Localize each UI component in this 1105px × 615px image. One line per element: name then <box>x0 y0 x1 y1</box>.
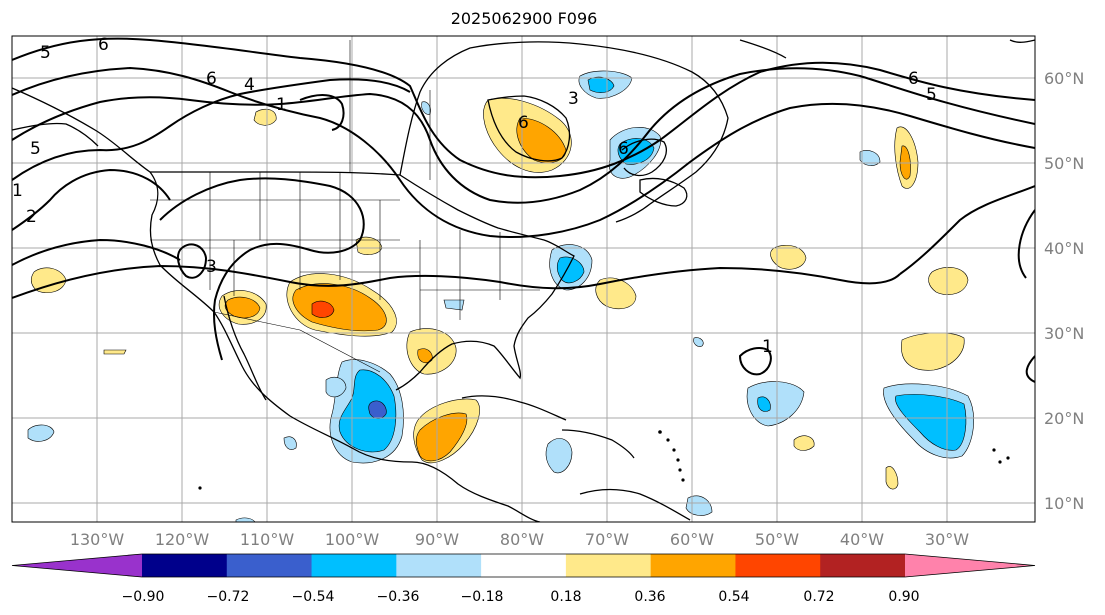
anomaly-patch <box>30 267 67 293</box>
longitude-labels: 130°W 120°W 110°W 100°W 90°W 80°W 70°W 6… <box>70 530 969 549</box>
anomaly-patch <box>928 267 969 295</box>
anomaly-patch <box>253 108 277 126</box>
colorbar-outline <box>11 553 1036 578</box>
contour-label: 2 <box>26 207 37 227</box>
anomaly-patch <box>556 256 585 284</box>
contour-label: 5 <box>30 139 41 159</box>
colorbar-tick-label: 0.90 <box>888 589 919 605</box>
anomaly-patch <box>27 424 55 442</box>
lat-label: 20°N <box>1044 409 1084 428</box>
anomaly-patch <box>757 396 771 412</box>
map-title: 2025062900 F096 <box>450 9 598 28</box>
colorbar-tick-label: 0.18 <box>550 589 581 605</box>
latitude-labels: 60°N 50°N 40°N 30°N 20°N 10°N <box>1044 69 1084 513</box>
lat-label: 40°N <box>1044 239 1084 258</box>
anomaly-patch <box>516 117 567 163</box>
colorbar-tick-label: 0.72 <box>803 589 834 605</box>
anomaly-patch <box>417 348 433 363</box>
anomaly-patch <box>443 299 465 311</box>
colorbar-tick-label: 0.36 <box>634 589 665 605</box>
state-borders <box>150 40 540 373</box>
contour-label: 3 <box>568 89 579 109</box>
anomaly-patch <box>415 412 468 462</box>
colorbar-segment <box>142 554 228 577</box>
anomaly-patch <box>885 466 899 490</box>
contour-label: 5 <box>926 85 937 105</box>
contour-label: 1 <box>762 337 773 357</box>
colorbar <box>11 553 1036 578</box>
anomaly-patch <box>224 296 261 319</box>
colorbar-segment <box>396 554 482 577</box>
lon-label: 30°W <box>925 530 969 549</box>
lon-label: 40°W <box>840 530 884 549</box>
lon-label: 130°W <box>70 530 125 549</box>
anomaly-patch <box>235 517 256 522</box>
anomaly-patch <box>793 435 815 451</box>
contour-label: 1 <box>12 181 23 201</box>
coastlines <box>12 39 1035 522</box>
colorbar-segment <box>226 554 313 577</box>
anomaly-patch <box>283 436 297 450</box>
anomaly-patch <box>406 328 457 375</box>
colorbar-tick-labels: −0.90 −0.72 −0.54 −0.36 −0.18 0.18 0.36 … <box>122 589 920 605</box>
contour-label: 5 <box>40 43 51 63</box>
colorbar-tick-label: −0.54 <box>292 589 335 605</box>
colorbar-segment <box>650 554 736 577</box>
map-frame <box>11 35 1036 523</box>
anomaly-patch <box>693 337 704 347</box>
colorbar-extend-low <box>12 554 142 577</box>
contour-lines <box>12 37 1035 383</box>
contour-label: 6 <box>618 139 629 159</box>
contour-label: 6 <box>518 113 529 133</box>
anomaly-patch <box>338 369 397 453</box>
colorbar-segment <box>481 554 567 577</box>
lon-label: 80°W <box>500 530 544 549</box>
lat-label: 60°N <box>1044 69 1084 88</box>
colorbar-tick-label: −0.72 <box>207 589 250 605</box>
colorbar-tick-label: −0.18 <box>461 589 504 605</box>
anomaly-patch <box>770 245 807 270</box>
lon-label: 90°W <box>415 530 459 549</box>
lon-label: 120°W <box>155 530 210 549</box>
anomaly-patch <box>545 438 573 474</box>
caribbean-islands <box>198 430 1010 490</box>
contour-label: 3 <box>206 257 217 277</box>
colorbar-tick-label: 0.54 <box>718 589 749 605</box>
lon-label: 100°W <box>325 530 380 549</box>
contour-label: 6 <box>98 35 109 55</box>
colorbar-tick-label: −0.36 <box>377 589 420 605</box>
lat-label: 30°N <box>1044 324 1084 343</box>
anomaly-patch <box>325 376 347 398</box>
colorbar-segment <box>735 554 821 577</box>
colorbar-tick-label: −0.90 <box>122 589 165 605</box>
lon-label: 50°W <box>755 530 799 549</box>
contour-label: 6 <box>908 69 919 89</box>
anomaly-patch <box>103 349 127 355</box>
anomaly-patch <box>311 300 335 318</box>
lat-label: 10°N <box>1044 494 1084 513</box>
lon-label: 60°W <box>670 530 714 549</box>
colorbar-segment <box>565 554 652 577</box>
contour-label-group: 5 6 6 4 1 5 2 1 3 3 6 6 1 6 5 <box>12 35 937 357</box>
contour-label: 4 <box>244 75 255 95</box>
lon-label: 70°W <box>585 530 629 549</box>
anomaly-patch <box>895 394 967 451</box>
contour-label: 6 <box>206 69 217 89</box>
colorbar-segment <box>820 554 906 577</box>
colorbar-extend-high <box>905 554 1035 577</box>
colorbar-segment <box>311 554 397 577</box>
lon-label: 110°W <box>240 530 295 549</box>
lat-label: 50°N <box>1044 154 1084 173</box>
contour-label: 1 <box>276 95 287 115</box>
